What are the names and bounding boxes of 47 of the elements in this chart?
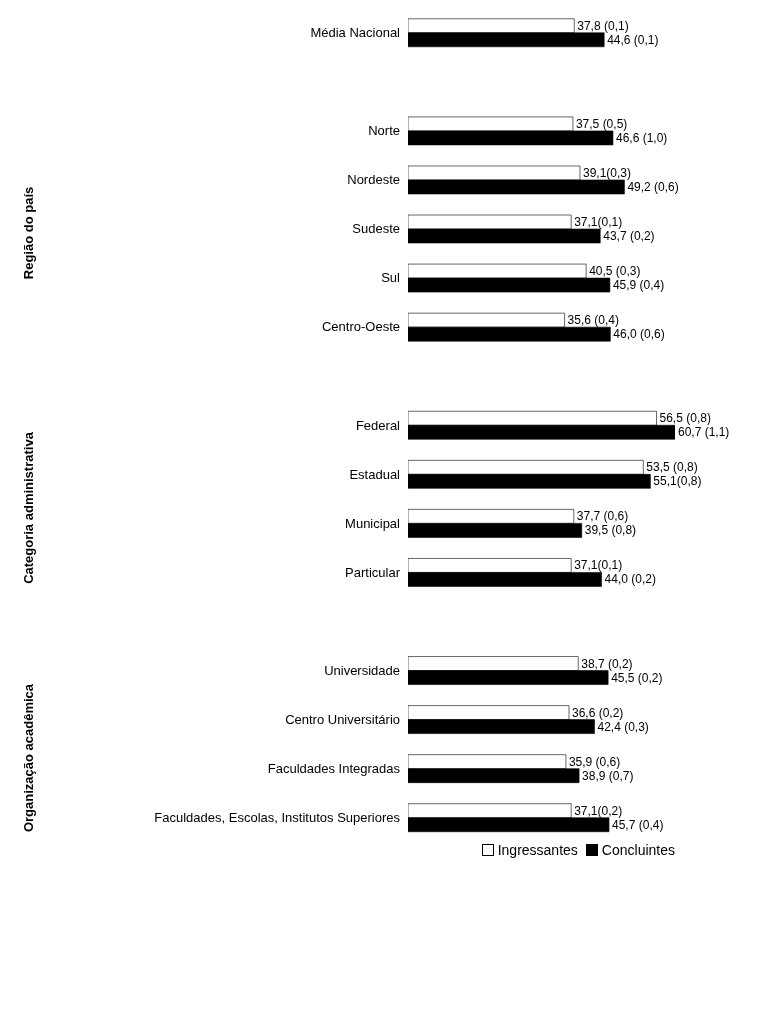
text: Categoria administrativa xyxy=(20,432,36,584)
data-label: 42,4 (0,3) xyxy=(597,719,649,734)
data-label: 36,6 (0,2) xyxy=(571,705,624,720)
y-tick-label: Nordeste xyxy=(347,172,400,188)
data-label: 45,7 (0,4) xyxy=(612,817,664,832)
data-label: 37,1(0,2) xyxy=(574,803,623,818)
data-label: 45,9 (0,4) xyxy=(612,278,665,293)
text: Organização acadêmica xyxy=(20,683,36,833)
data-label: 40,5 (0,3) xyxy=(589,264,641,279)
legend-label: Concluintes xyxy=(600,842,675,858)
data-label: 44,0 (0,2) xyxy=(604,572,656,587)
data-label: 44,6 (0,1) xyxy=(607,32,659,47)
y-tick-label: Universidade xyxy=(324,662,400,678)
y-tick-label: Norte xyxy=(368,123,400,139)
data-label: 35,9 (0,6) xyxy=(568,754,621,769)
data-label: 37,8 (0,1) xyxy=(577,18,629,33)
data-label: 53,5 (0,8) xyxy=(646,460,698,475)
text: Região do país xyxy=(20,186,36,280)
y-tick-label: Média Nacional xyxy=(310,25,401,41)
data-label: 46,0 (0,6) xyxy=(613,327,665,342)
y-tick-label: Centro-Oeste xyxy=(321,319,400,335)
data-label: 43,7 (0,2) xyxy=(603,229,655,244)
data-label: 45,5 (0,2) xyxy=(611,670,663,685)
data-label: 37,5 (0,5) xyxy=(575,116,628,131)
y-tick-label: Faculdades Integradas xyxy=(267,761,401,777)
y-tick-label: Federal xyxy=(355,417,401,433)
y-tick-label: Municipal xyxy=(345,515,401,531)
y-tick-label: Particular xyxy=(345,564,401,580)
legend-label: Ingressantes xyxy=(496,842,578,858)
data-label: 38,9 (0,7) xyxy=(582,768,634,783)
data-label: 38,7 (0,2) xyxy=(581,656,633,671)
data-label: 37,7 (0,6) xyxy=(576,509,629,524)
y-tick-label: Centro Universitário xyxy=(285,711,400,727)
data-label: 56,5 (0,8) xyxy=(659,411,711,426)
data-label: 35,6 (0,4) xyxy=(567,313,619,328)
data-label: 39,5 (0,8) xyxy=(584,523,637,538)
data-label: 55,1(0,8) xyxy=(653,474,702,489)
data-label: 46,6 (1,0) xyxy=(615,130,668,145)
data-label: 49,2 (0,6) xyxy=(627,179,679,194)
y-tick-label: Sul xyxy=(381,270,401,286)
data-label: 37,1(0,1) xyxy=(574,215,623,230)
data-label: 39,1(0,3) xyxy=(582,165,632,180)
data-label: 37,1(0,1) xyxy=(574,558,623,573)
data-label: 60,7 (1,1) xyxy=(678,425,730,440)
y-tick-label: Faculdades, Escolas, Institutos Superiores xyxy=(154,810,401,826)
y-tick-label: Estadual xyxy=(349,466,401,482)
y-tick-label: Sudeste xyxy=(352,221,400,237)
